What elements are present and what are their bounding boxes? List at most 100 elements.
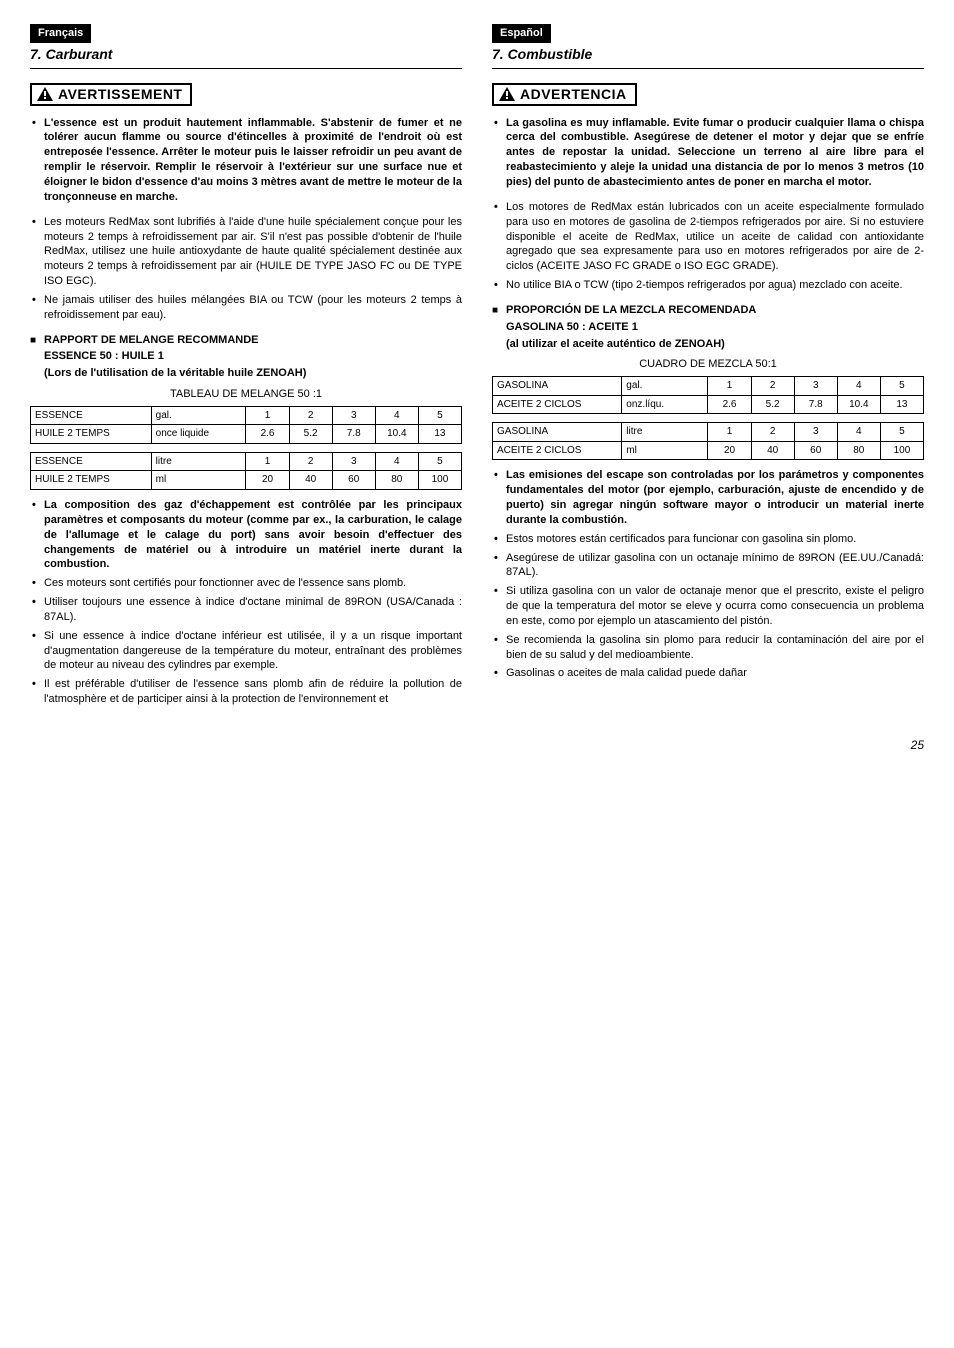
cell: 5.2	[289, 425, 332, 444]
cell: 40	[751, 441, 794, 460]
bullet-item: Estos motores están certificados para fu…	[492, 532, 924, 547]
bullet-item: Se recomienda la gasolina sin plomo para…	[492, 633, 924, 663]
cell: 1	[246, 452, 289, 471]
cell: 5.2	[751, 395, 794, 414]
cell: 1	[708, 377, 751, 396]
cell: gal.	[622, 377, 708, 396]
section-title: 7. Combustible	[492, 45, 924, 64]
bullet-item: Ne jamais utiliser des huiles mélangées …	[30, 293, 462, 323]
mix-ratio-heading: PROPORCIÓN DE LA MEZCLA RECOMENDADA	[492, 303, 924, 318]
cell: ACEITE 2 CICLOS	[493, 395, 622, 414]
cell: 10.4	[375, 425, 418, 444]
bullet-item-bold: La composition des gaz d'échappement est…	[30, 498, 462, 572]
cell: ml	[151, 471, 246, 490]
cell: 100	[418, 471, 461, 490]
bullet-item: Si une essence à indice d'octane inférie…	[30, 629, 462, 674]
warning-icon	[36, 86, 54, 102]
table-row: ESSENCE gal. 1 2 3 4 5	[31, 406, 462, 425]
mix-ratio-note: (Lors de l'utilisation de la véritable h…	[30, 366, 462, 381]
warning-bullets: L'essence est un produit hautement infla…	[30, 116, 462, 205]
table-row: ESSENCE litre 1 2 3 4 5	[31, 452, 462, 471]
table-row: GASOLINA litre 1 2 3 4 5	[493, 423, 924, 442]
mix-table-gal: ESSENCE gal. 1 2 3 4 5 HUILE 2 TEMPS onc…	[30, 406, 462, 444]
language-tag: Español	[492, 24, 551, 43]
mix-ratio-note: (al utilizar el aceite auténtico de ZENO…	[492, 337, 924, 352]
section-underline: 7. Combustible	[492, 45, 924, 69]
cell: 20	[246, 471, 289, 490]
cell: 4	[375, 406, 418, 425]
cell: GASOLINA	[493, 377, 622, 396]
cell: 5	[880, 377, 923, 396]
info-bullets-1: Les moteurs RedMax sont lubrifiés à l'ai…	[30, 215, 462, 323]
right-column: Español 7. Combustible ADVERTENCIA La ga…	[492, 24, 924, 717]
cell: litre	[622, 423, 708, 442]
cell: 3	[332, 406, 375, 425]
warning-box: AVERTISSEMENT	[30, 83, 192, 106]
mix-table-litre: ESSENCE litre 1 2 3 4 5 HUILE 2 TEMPS ml…	[30, 452, 462, 490]
cell: 2	[289, 406, 332, 425]
cell: 2.6	[246, 425, 289, 444]
mix-ratio-heading: RAPPORT DE MELANGE RECOMMANDE	[30, 333, 462, 348]
bullet-item: Les moteurs RedMax sont lubrifiés à l'ai…	[30, 215, 462, 289]
page-number: 25	[30, 737, 924, 753]
bullet-item: No utilice BIA o TCW (tipo 2-tiempos ref…	[492, 278, 924, 293]
cell: 2	[289, 452, 332, 471]
language-tag: Français	[30, 24, 91, 43]
cell: 5	[418, 452, 461, 471]
mix-table-gal: GASOLINA gal. 1 2 3 4 5 ACEITE 2 CICLOS …	[492, 376, 924, 414]
cell: onz.líqu.	[622, 395, 708, 414]
cell: 100	[880, 441, 923, 460]
bullet-item-bold: Las emisiones del escape son controladas…	[492, 468, 924, 527]
bullet-item: Asegúrese de utilizar gasolina con un oc…	[492, 551, 924, 581]
cell: 7.8	[794, 395, 837, 414]
cell: 4	[837, 423, 880, 442]
cell: litre	[151, 452, 246, 471]
cell: ml	[622, 441, 708, 460]
bullet-item: Los motores de RedMax están lubricados c…	[492, 200, 924, 274]
two-column-layout: Français 7. Carburant AVERTISSEMENT L'es…	[30, 24, 924, 717]
table-caption: TABLEAU DE MELANGE 50 :1	[30, 387, 462, 402]
cell: HUILE 2 TEMPS	[31, 425, 152, 444]
cell: 4	[837, 377, 880, 396]
mix-table-litre: GASOLINA litre 1 2 3 4 5 ACEITE 2 CICLOS…	[492, 422, 924, 460]
warning-bullets: La gasolina es muy inflamable. Evite fum…	[492, 116, 924, 190]
table-row: GASOLINA gal. 1 2 3 4 5	[493, 377, 924, 396]
warning-label: ADVERTENCIA	[520, 85, 627, 104]
cell: 2	[751, 377, 794, 396]
cell: 40	[289, 471, 332, 490]
cell: 13	[880, 395, 923, 414]
cell: 80	[837, 441, 880, 460]
info-bullets-1: Los motores de RedMax están lubricados c…	[492, 200, 924, 293]
cell: 3	[332, 452, 375, 471]
info-bullets-2: Las emisiones del escape son controladas…	[492, 468, 924, 681]
cell: 20	[708, 441, 751, 460]
cell: 1	[708, 423, 751, 442]
warning-label: AVERTISSEMENT	[58, 85, 182, 104]
section-title: 7. Carburant	[30, 45, 462, 64]
warning-icon	[498, 86, 516, 102]
left-column: Français 7. Carburant AVERTISSEMENT L'es…	[30, 24, 462, 717]
cell: 80	[375, 471, 418, 490]
bullet-item: Utiliser toujours une essence à indice d…	[30, 595, 462, 625]
cell: 5	[880, 423, 923, 442]
section-underline: 7. Carburant	[30, 45, 462, 69]
table-row: ACEITE 2 CICLOS onz.líqu. 2.6 5.2 7.8 10…	[493, 395, 924, 414]
cell: 60	[332, 471, 375, 490]
cell: once liquide	[151, 425, 246, 444]
warning-text: L'essence est un produit hautement infla…	[30, 116, 462, 205]
cell: 2	[751, 423, 794, 442]
cell: 3	[794, 423, 837, 442]
cell: 10.4	[837, 395, 880, 414]
table-caption: CUADRO DE MEZCLA 50:1	[492, 357, 924, 372]
cell: gal.	[151, 406, 246, 425]
cell: ESSENCE	[31, 406, 152, 425]
cell: HUILE 2 TEMPS	[31, 471, 152, 490]
cell: 13	[418, 425, 461, 444]
cell: 1	[246, 406, 289, 425]
table-row: HUILE 2 TEMPS once liquide 2.6 5.2 7.8 1…	[31, 425, 462, 444]
cell: 5	[418, 406, 461, 425]
bullet-item: Si utiliza gasolina con un valor de octa…	[492, 584, 924, 629]
cell: 60	[794, 441, 837, 460]
cell: 7.8	[332, 425, 375, 444]
mix-ratio-line: ESSENCE 50 : HUILE 1	[30, 349, 462, 364]
